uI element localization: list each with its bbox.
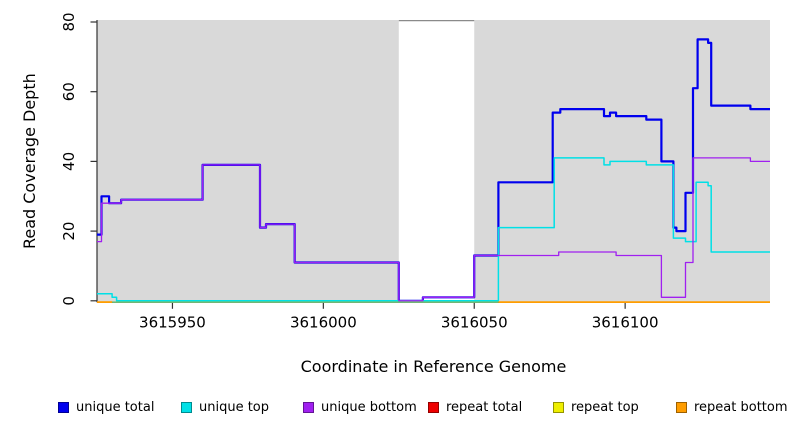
y-tick-label: 60	[60, 82, 78, 101]
y-tick-label: 0	[60, 296, 78, 306]
y-tick-label: 40	[60, 152, 78, 171]
x-tick-label: 3615950	[139, 313, 206, 331]
y-axis-title: Read Coverage Depth	[20, 73, 39, 249]
series-unique-bottom	[97, 157, 770, 302]
series-unique-top	[97, 157, 770, 302]
x-tick-label: 3616100	[592, 313, 659, 331]
y-tick-label: 20	[60, 222, 78, 241]
x-tick-label: 3616000	[290, 313, 357, 331]
y-tick-label: 80	[60, 12, 78, 31]
alignment-gap-band	[398, 20, 475, 303]
x-tick-label: 3616050	[441, 313, 508, 331]
x-axis-title: Coordinate in Reference Genome	[301, 357, 567, 376]
